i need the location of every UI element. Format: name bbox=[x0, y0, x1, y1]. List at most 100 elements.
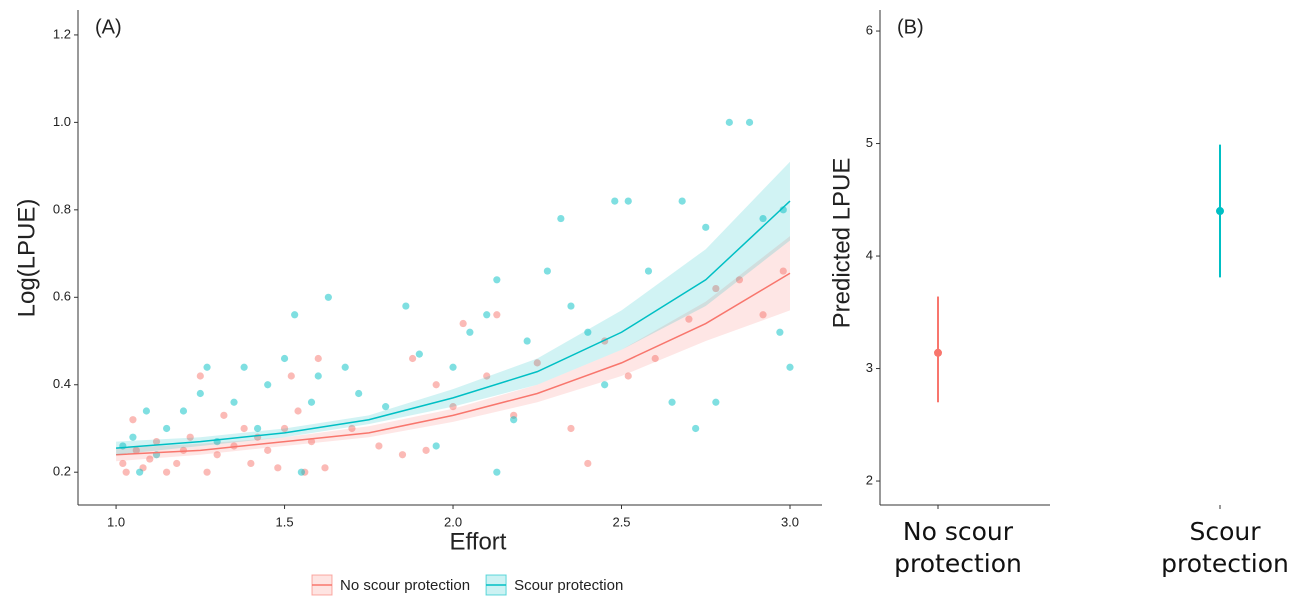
data-point bbox=[449, 403, 457, 411]
data-point bbox=[678, 197, 686, 205]
data-point bbox=[668, 398, 676, 406]
data-point bbox=[483, 372, 491, 380]
data-point bbox=[651, 354, 659, 363]
data-point bbox=[314, 354, 322, 363]
data-point bbox=[398, 451, 407, 459]
data-point bbox=[179, 407, 188, 415]
data-point bbox=[692, 424, 700, 433]
x-tick-label: 1.0 bbox=[107, 514, 125, 529]
data-point bbox=[324, 293, 332, 301]
data-point bbox=[567, 424, 575, 433]
point-estimate bbox=[1216, 207, 1224, 216]
data-point bbox=[584, 328, 592, 336]
data-point bbox=[759, 311, 767, 319]
data-point bbox=[321, 464, 329, 472]
data-point bbox=[287, 372, 295, 380]
data-point bbox=[523, 337, 531, 345]
y-axis-label: Log(LPUE) bbox=[13, 199, 40, 318]
data-point bbox=[264, 381, 272, 389]
y-tick-label: 0.4 bbox=[53, 376, 71, 391]
data-point bbox=[173, 459, 181, 468]
data-point bbox=[119, 459, 127, 468]
data-point bbox=[129, 433, 137, 441]
data-point bbox=[624, 372, 632, 380]
y-tick-label: 0.2 bbox=[53, 464, 71, 479]
confidence-band bbox=[116, 236, 790, 462]
y-tick-label: 0.8 bbox=[53, 201, 71, 216]
data-point bbox=[402, 302, 410, 310]
data-point bbox=[624, 197, 632, 205]
panel-label: (A) bbox=[95, 16, 122, 38]
data-point bbox=[163, 424, 171, 433]
data-point bbox=[348, 424, 356, 433]
panel-label: (B) bbox=[897, 16, 924, 38]
data-point bbox=[253, 424, 262, 433]
data-point bbox=[567, 302, 575, 310]
data-point bbox=[466, 328, 474, 336]
data-point bbox=[264, 446, 272, 454]
x-tick-label: No scour protection bbox=[894, 517, 1022, 578]
data-point bbox=[122, 468, 130, 476]
data-point bbox=[533, 359, 541, 367]
x-tick-label: 1.5 bbox=[276, 514, 294, 529]
data-point bbox=[776, 328, 784, 336]
data-point bbox=[786, 363, 794, 371]
y-tick-label: 3 bbox=[866, 360, 873, 375]
data-point bbox=[291, 311, 299, 319]
fit-line bbox=[116, 272, 791, 456]
data-point bbox=[355, 389, 363, 398]
data-point bbox=[601, 381, 609, 389]
y-tick-label: 6 bbox=[866, 22, 873, 37]
data-point bbox=[422, 446, 430, 454]
x-tick-label: 2.0 bbox=[444, 514, 462, 529]
data-point bbox=[510, 416, 518, 424]
data-point bbox=[203, 363, 211, 371]
y-tick-label: 1.0 bbox=[53, 114, 71, 129]
y-tick-label: 2 bbox=[866, 472, 873, 487]
data-point bbox=[240, 363, 248, 371]
data-point bbox=[136, 468, 144, 476]
point-estimate bbox=[934, 348, 942, 357]
data-point bbox=[294, 407, 302, 415]
data-point bbox=[196, 372, 204, 380]
data-point bbox=[314, 372, 322, 380]
data-point bbox=[307, 398, 316, 406]
data-point bbox=[779, 267, 787, 275]
data-point bbox=[132, 446, 140, 454]
data-point bbox=[375, 442, 383, 450]
data-point bbox=[203, 468, 211, 476]
legend-label: Scour protection bbox=[514, 577, 623, 594]
data-point bbox=[230, 398, 238, 406]
y-tick-label: 5 bbox=[866, 135, 873, 150]
data-point bbox=[459, 319, 467, 328]
data-point bbox=[415, 350, 423, 358]
data-point bbox=[493, 276, 501, 284]
legend-label: No scour protection bbox=[340, 577, 470, 594]
x-axis-label: Effort bbox=[450, 528, 507, 555]
data-point bbox=[493, 311, 501, 319]
data-point bbox=[611, 197, 619, 205]
data-point bbox=[584, 459, 592, 468]
data-point bbox=[432, 381, 440, 389]
data-point bbox=[280, 424, 289, 433]
data-point bbox=[220, 411, 228, 419]
data-point bbox=[247, 459, 255, 468]
data-point bbox=[179, 446, 188, 454]
data-point bbox=[297, 468, 306, 476]
data-point bbox=[196, 389, 204, 398]
data-point bbox=[557, 214, 565, 223]
data-point bbox=[146, 455, 154, 463]
data-point bbox=[382, 403, 390, 411]
data-point bbox=[702, 223, 710, 231]
data-point bbox=[307, 437, 316, 446]
data-point bbox=[685, 315, 693, 323]
data-point bbox=[240, 424, 248, 433]
data-point bbox=[432, 442, 440, 450]
data-point bbox=[712, 284, 720, 293]
y-tick-label: 0.6 bbox=[53, 289, 71, 304]
data-point bbox=[644, 267, 653, 275]
data-point bbox=[129, 416, 137, 424]
data-point bbox=[735, 276, 744, 284]
data-point bbox=[408, 354, 417, 363]
